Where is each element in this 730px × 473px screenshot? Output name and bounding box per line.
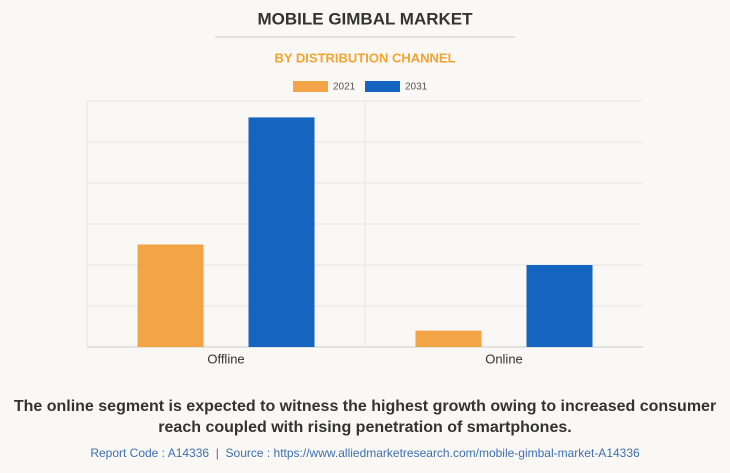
chart-title: MOBILE GIMBAL MARKET: [257, 9, 473, 28]
bar: [415, 330, 482, 347]
caption: The online segment is expected to witnes…: [13, 398, 717, 436]
bar: [526, 265, 593, 347]
legend-label: 2031: [405, 82, 428, 93]
legend-swatch: [293, 81, 328, 92]
legend-label: 2021: [333, 82, 356, 93]
x-tick-label: Offline: [207, 351, 244, 366]
chart-subtitle: BY DISTRIBUTION CHANNEL: [274, 50, 455, 65]
bar: [137, 244, 204, 347]
legend-swatch: [365, 81, 400, 92]
bar: [248, 117, 315, 348]
footer: Report Code : A14336 | Source : https://…: [90, 446, 640, 460]
x-tick-label: Online: [485, 351, 523, 366]
